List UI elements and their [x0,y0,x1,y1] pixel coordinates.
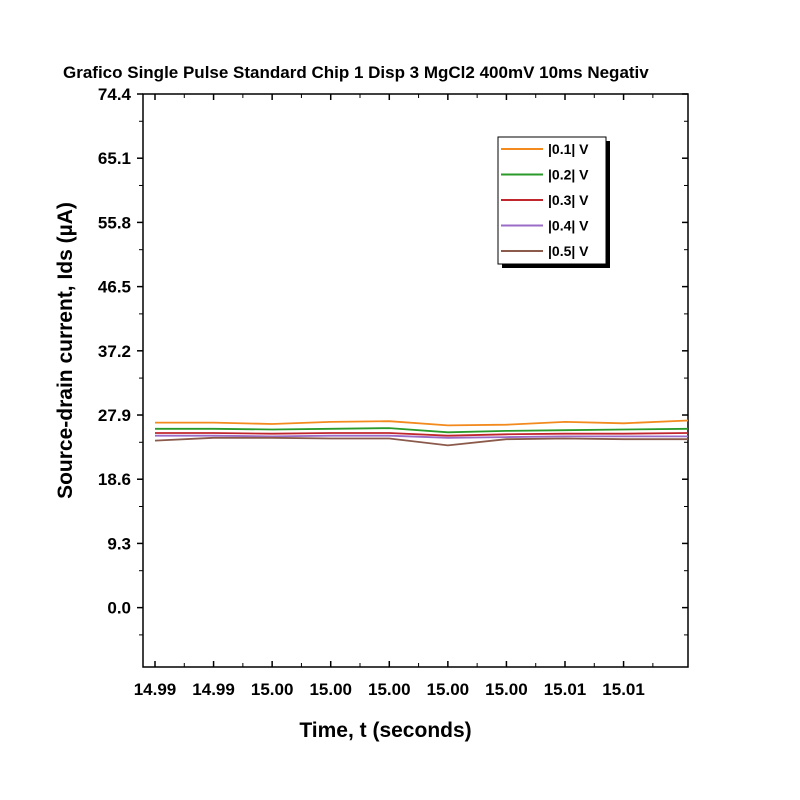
series-line-3 [155,432,689,437]
x-tick-label: 15.00 [485,680,528,699]
series-lines [154,419,689,447]
x-tick-label: 15.00 [309,680,352,699]
series-line-1 [155,419,689,427]
y-tick-label: 0.0 [107,599,131,618]
plot-frame [142,93,689,668]
x-tick-label: 15.01 [544,680,587,699]
x-tick-label: 15.00 [251,680,294,699]
x-tick-label: 14.99 [134,680,177,699]
y-tick-label: 65.1 [98,149,131,168]
series-line-5 [154,436,688,447]
y-axis: 0.0 9.3 18.6 27.9 37.2 46.5 55.8 65.1 74.4 [98,85,688,636]
series-line-2 [155,427,689,434]
series-line-4 [155,434,688,439]
x-tick-label: 14.99 [192,680,235,699]
chart-title: Grafico Single Pulse Standard Chip 1 Dis… [63,63,649,82]
x-tick-label: 15.01 [602,680,645,699]
legend-entry: |0.4| V [548,218,589,234]
y-tick-label: 37.2 [98,342,131,361]
legend-entry: |0.5| V [548,243,589,259]
y-tick-label: 74.4 [98,85,132,104]
x-axis: 14.99 14.99 15.00 15.00 15.00 15.00 15.00 15.01… [134,94,654,699]
y-tick-label: 18.6 [98,470,131,489]
legend-entry: |0.1| V [548,141,589,157]
y-tick-label: 27.9 [98,406,131,425]
legend-entry: |0.3| V [548,192,589,208]
y-tick-label: 55.8 [98,213,131,232]
x-tick-label: 15.00 [427,680,470,699]
y-tick-label: 9.3 [107,534,131,553]
y-tick-label: 46.5 [98,278,131,297]
x-tick-label: 15.00 [368,680,411,699]
legend: |0.1| V |0.2| V |0.3| V |0.4| V |0.5| V [497,136,610,268]
legend-entry: |0.2| V [548,167,589,183]
y-axis-label: Source-drain current, Ids (µA) [54,202,77,499]
x-axis-label: Time, t (seconds) [299,719,471,742]
